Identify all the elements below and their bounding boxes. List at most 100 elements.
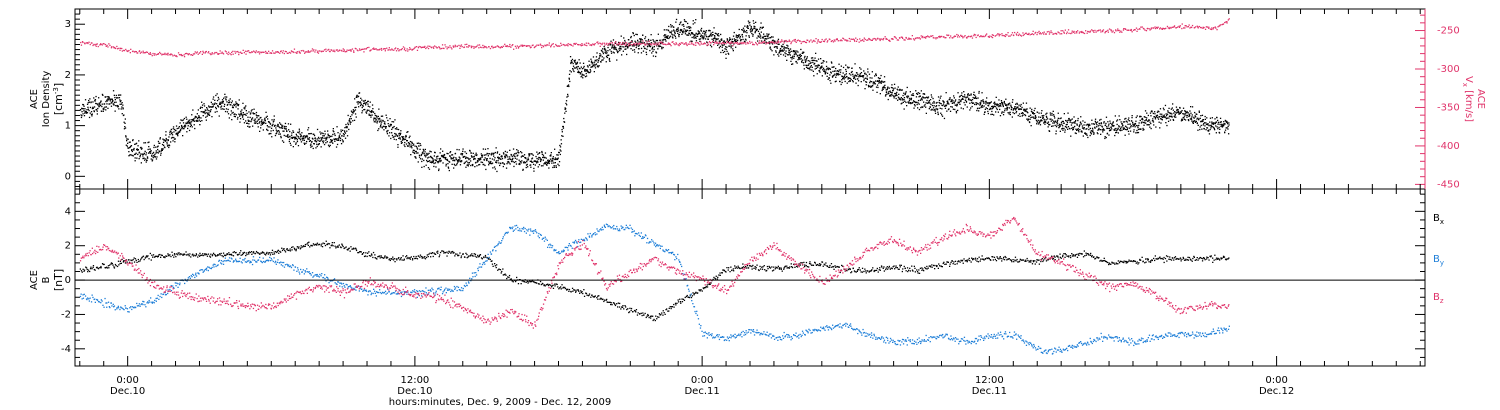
density-point — [1099, 122, 1101, 125]
density-point — [970, 107, 972, 109]
vx-point — [283, 52, 285, 55]
density-point — [465, 152, 468, 155]
density-point — [147, 148, 149, 151]
density-point — [848, 73, 851, 75]
vx-point — [593, 44, 595, 46]
density-point — [347, 123, 349, 126]
density-point — [724, 41, 726, 43]
density-point — [294, 137, 296, 139]
density-point — [185, 116, 187, 118]
density-point — [937, 113, 939, 115]
density-point — [1186, 114, 1189, 117]
density-point — [952, 102, 954, 104]
density-point — [111, 99, 113, 101]
density-point — [332, 142, 334, 144]
density-point — [280, 127, 283, 129]
density-point — [980, 102, 982, 104]
density-point — [668, 25, 670, 28]
density-point — [999, 108, 1001, 111]
vx-point — [111, 46, 113, 48]
density-point — [227, 103, 229, 106]
density-point — [482, 148, 484, 150]
density-point — [539, 157, 541, 159]
density-point — [383, 129, 385, 131]
density-point — [423, 153, 426, 155]
density-point — [537, 153, 539, 155]
density-point — [1214, 129, 1216, 131]
density-point — [822, 62, 824, 64]
density-point — [991, 113, 993, 115]
density-point — [569, 80, 571, 83]
density-point — [1217, 119, 1219, 122]
density-point — [1201, 114, 1204, 116]
density-point — [363, 102, 365, 105]
density-point — [895, 97, 897, 100]
density-point — [211, 106, 213, 108]
density-point — [626, 43, 628, 45]
density-point — [1017, 106, 1019, 108]
density-point — [1056, 124, 1058, 126]
density-point — [470, 160, 472, 162]
density-point — [841, 81, 843, 84]
density-point — [361, 99, 363, 101]
density-point — [1072, 128, 1074, 130]
density-point — [1201, 128, 1203, 130]
density-point — [847, 77, 850, 79]
density-point — [670, 24, 672, 26]
density-point — [1136, 115, 1138, 117]
density-point — [128, 155, 130, 157]
density-point — [90, 101, 92, 103]
vx-point — [675, 43, 678, 45]
density-point — [453, 156, 455, 158]
density-point — [669, 31, 671, 34]
density-point — [247, 116, 249, 118]
density-point — [140, 153, 142, 155]
density-point — [1012, 111, 1014, 114]
density-point — [896, 88, 898, 90]
density-point — [866, 75, 868, 77]
density-point — [516, 149, 518, 151]
density-point — [316, 138, 318, 140]
vx-point — [353, 51, 355, 53]
vx-point — [395, 50, 398, 52]
density-point — [255, 111, 258, 114]
density-point — [609, 60, 611, 62]
vx-point — [202, 50, 204, 52]
vx-point — [626, 42, 628, 44]
density-point — [1123, 121, 1126, 123]
density-point — [951, 100, 953, 102]
density-point — [764, 35, 767, 37]
density-point — [491, 162, 494, 164]
density-point — [1204, 125, 1206, 127]
density-point — [943, 103, 945, 105]
density-point — [806, 56, 808, 58]
density-point — [981, 100, 983, 102]
density-point — [368, 113, 370, 115]
vx-point — [529, 45, 531, 47]
density-point — [1153, 124, 1155, 126]
vx-point — [611, 42, 613, 44]
density-point — [181, 126, 184, 128]
density-point — [1191, 106, 1194, 108]
density-point — [896, 91, 898, 94]
density-point — [1190, 106, 1192, 108]
density-point — [1196, 122, 1198, 125]
density-point — [552, 158, 555, 160]
density-point — [251, 119, 253, 121]
density-point — [790, 60, 792, 62]
density-point — [362, 104, 364, 106]
density-point — [1151, 111, 1153, 113]
density-point — [847, 67, 849, 69]
density-point — [1059, 130, 1061, 132]
density-point — [894, 87, 896, 89]
density-point — [788, 49, 790, 52]
vx-point — [360, 49, 362, 51]
density-point — [97, 107, 99, 110]
density-point — [536, 162, 538, 164]
density-point — [712, 34, 714, 36]
density-point — [177, 133, 179, 135]
density-point — [434, 162, 437, 164]
density-point — [458, 156, 460, 158]
density-point — [692, 23, 694, 25]
density-point — [693, 37, 695, 39]
